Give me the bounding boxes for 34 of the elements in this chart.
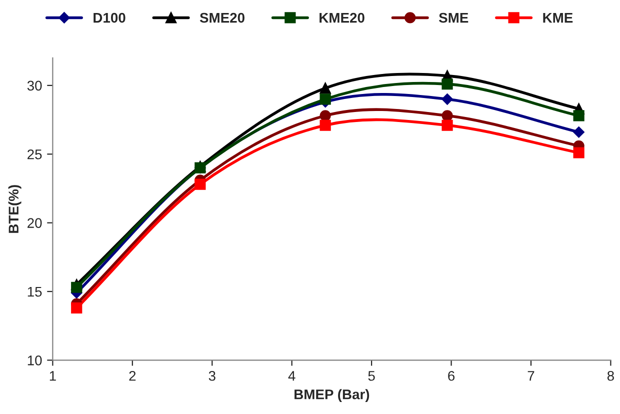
point (320, 120, 331, 131)
point (573, 126, 584, 138)
x-tick-label: 2 (129, 370, 136, 381)
point (71, 282, 82, 293)
point (442, 78, 453, 90)
point (442, 110, 453, 122)
y-tick-label: 25 (28, 149, 42, 160)
y-tick-label: 15 (28, 286, 42, 297)
point (194, 178, 206, 190)
legend-label: KME (543, 13, 573, 23)
legend-label: KME20 (320, 12, 364, 23)
y-tick-label: 10 (28, 356, 42, 366)
point (573, 147, 584, 158)
y-tick-label: 20 (28, 218, 42, 228)
x-tick-label: 1 (50, 371, 56, 381)
point (573, 110, 584, 122)
point (320, 94, 331, 105)
x-tick-label: 5 (368, 371, 375, 381)
legend-label: SME (438, 12, 468, 23)
x-tick-label: 4 (288, 371, 296, 381)
x-axis-title: BMEP (Bar) (294, 389, 370, 402)
y-axis-title: BTE(%) (8, 185, 22, 233)
point (71, 302, 82, 314)
point (442, 94, 453, 105)
y-tick-label: 30 (27, 80, 42, 91)
x-tick-label: 6 (448, 370, 455, 381)
x-tick-label: 3 (208, 370, 216, 381)
point (320, 110, 331, 122)
point (320, 82, 331, 94)
x-tick-label: 7 (528, 371, 534, 381)
legend-label: D100 (94, 12, 126, 23)
point (442, 120, 453, 131)
x-tick-label: 8 (607, 370, 614, 381)
legend-label: SME20 (200, 12, 244, 23)
